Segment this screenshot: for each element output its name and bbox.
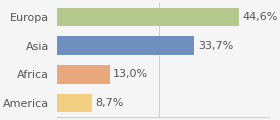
Bar [57, 65, 110, 84]
Bar [57, 8, 239, 26]
Text: 44,6%: 44,6% [242, 12, 278, 22]
Bar [57, 94, 92, 112]
Text: 13,0%: 13,0% [113, 69, 148, 79]
Bar [57, 36, 195, 55]
Text: 8,7%: 8,7% [95, 98, 124, 108]
Text: 33,7%: 33,7% [198, 41, 233, 51]
